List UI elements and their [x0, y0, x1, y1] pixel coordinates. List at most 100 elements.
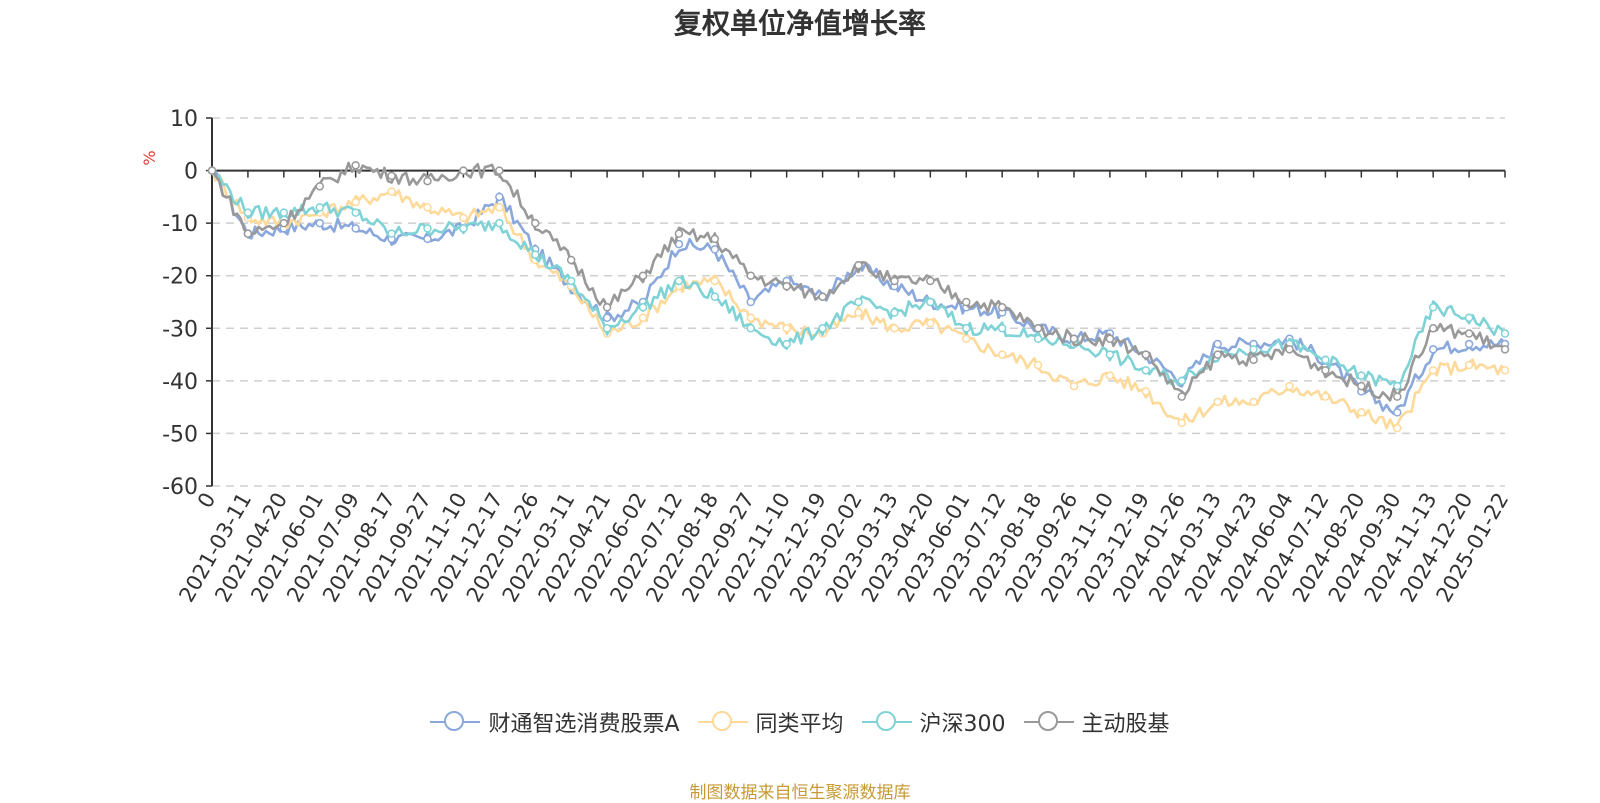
data-point [890, 276, 899, 286]
legend-label: 主动股基 [1081, 712, 1170, 737]
data-point [459, 166, 468, 175]
data-point [1141, 387, 1151, 396]
legend-circle-icon [430, 707, 481, 737]
data-point [1033, 324, 1043, 333]
data-point [387, 187, 396, 196]
chart-title: 复权单位净值增长率 [673, 7, 926, 40]
data-point [1428, 303, 1438, 312]
legend-label: 沪深300 [919, 712, 1006, 737]
data-point [638, 303, 648, 312]
data-point [495, 203, 504, 212]
data-point [531, 250, 540, 259]
data-point [997, 324, 1007, 333]
data-point [495, 166, 504, 175]
series-line [210, 169, 1506, 387]
legend-item[interactable]: 财通智选消费股票A [430, 706, 680, 738]
data-point [926, 297, 935, 307]
data-point [387, 229, 396, 238]
data-point [1464, 313, 1474, 323]
data-point [962, 324, 971, 333]
data-point [1321, 366, 1330, 375]
data-point [746, 271, 755, 280]
data-point [890, 324, 899, 333]
data-point [1177, 392, 1186, 401]
data-point [997, 350, 1007, 359]
data-point [746, 324, 755, 333]
data-point [423, 224, 432, 233]
data-point [566, 255, 576, 265]
data-point [818, 292, 827, 301]
data-point [926, 276, 935, 286]
data-point [243, 229, 253, 238]
data-point [207, 166, 217, 175]
data-point [279, 218, 289, 228]
data-point [1033, 334, 1043, 344]
y-tick-label: -50 [162, 422, 198, 447]
data-point [387, 171, 396, 181]
data-point [351, 161, 360, 170]
data-point [1393, 392, 1402, 401]
data-point [1428, 345, 1438, 354]
data-point [315, 203, 324, 212]
data-point [1357, 408, 1366, 417]
data-point [962, 334, 971, 344]
series-line [211, 169, 1507, 415]
data-point [674, 276, 684, 286]
data-point [1213, 397, 1222, 407]
data-point [1177, 418, 1186, 428]
data-point [1428, 366, 1438, 375]
data-point [602, 324, 612, 333]
data-point [495, 218, 504, 228]
data-point [351, 197, 360, 207]
data-point [1393, 423, 1402, 433]
data-point [782, 281, 791, 291]
legend-item[interactable]: 主动股基 [1023, 706, 1170, 738]
data-point [890, 308, 899, 317]
data-point [602, 303, 612, 312]
data-point [1213, 339, 1222, 349]
data-point [1285, 381, 1294, 391]
data-point [1464, 360, 1474, 370]
data-point [1464, 339, 1474, 349]
data-point [1428, 324, 1438, 333]
data-point [602, 313, 612, 323]
data-point [854, 308, 863, 317]
data-point [1357, 381, 1366, 391]
data-point [1393, 381, 1402, 391]
data-point [495, 192, 504, 202]
data-point [1249, 355, 1258, 365]
data-point [926, 318, 935, 328]
data-point [1177, 376, 1186, 386]
y-tick-label: 0 [184, 160, 198, 185]
y-tick-label: -10 [162, 212, 198, 237]
y-tick-label: -60 [162, 475, 198, 500]
data-point [638, 313, 648, 323]
legend-label: 财通智选消费股票A [488, 712, 680, 737]
data-point [1285, 345, 1294, 354]
data-point [1393, 408, 1402, 417]
y-tick-label: -40 [162, 370, 198, 395]
data-point [1249, 345, 1258, 354]
legend-label: 同类平均 [755, 712, 844, 737]
legend-item[interactable]: 沪深300 [861, 706, 1006, 738]
y-tick-label: -30 [162, 317, 198, 342]
data-point [1105, 350, 1115, 359]
legend-circle-icon [1023, 707, 1074, 737]
legend-item[interactable]: 同类平均 [697, 706, 844, 738]
data-point [1500, 329, 1510, 338]
data-point [1069, 381, 1079, 391]
data-point [566, 276, 576, 286]
data-point [1069, 334, 1079, 344]
data-point [1249, 397, 1258, 407]
x-tick-label: 0 [193, 489, 220, 513]
data-point [638, 271, 648, 280]
data-point [459, 213, 468, 223]
data-point [315, 182, 324, 191]
data-point [1105, 371, 1115, 380]
data-point [746, 297, 755, 307]
data-point [710, 292, 720, 301]
data-point [1321, 355, 1330, 365]
data-point [1033, 360, 1043, 370]
y-axis-label: % [140, 150, 159, 165]
